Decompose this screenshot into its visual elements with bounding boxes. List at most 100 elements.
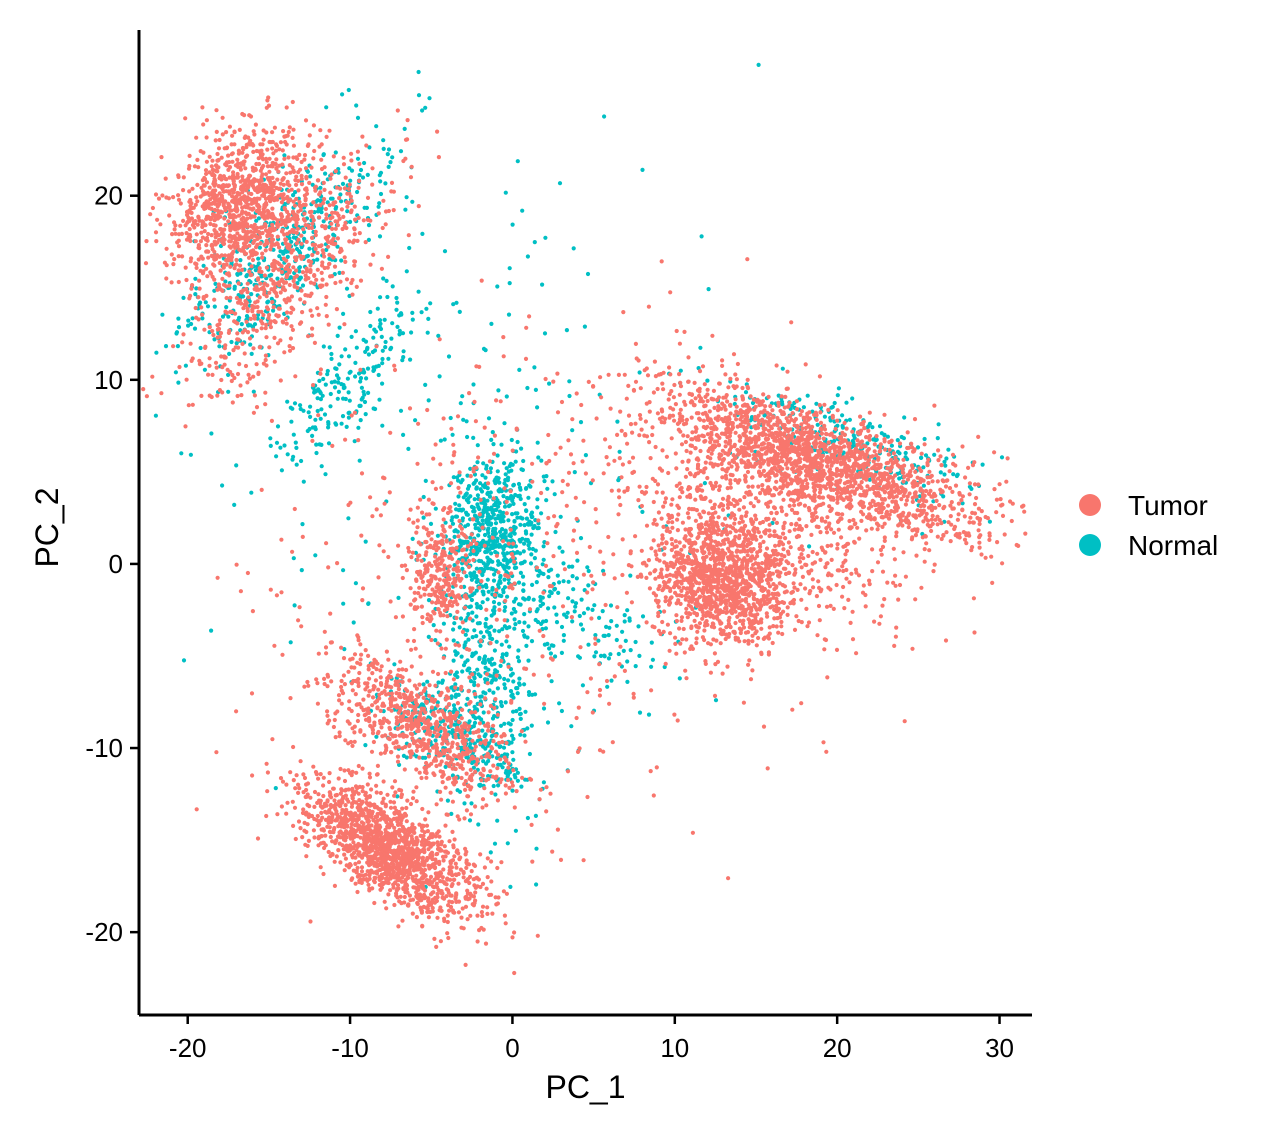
data-point-tumor: [195, 157, 200, 162]
data-point-normal: [535, 405, 540, 410]
data-point-normal: [408, 357, 413, 362]
data-point-normal: [514, 709, 519, 714]
data-point-normal: [530, 546, 536, 552]
data-point-tumor: [254, 229, 259, 234]
data-point-normal: [517, 537, 522, 543]
data-point-tumor: [278, 290, 283, 295]
data-point-tumor: [166, 196, 171, 201]
data-point-tumor: [263, 248, 268, 253]
data-point-normal: [472, 682, 477, 688]
data-point-tumor: [324, 314, 329, 319]
data-point-normal: [487, 538, 492, 544]
data-point-tumor: [258, 225, 263, 230]
data-point-normal: [492, 841, 498, 846]
data-point-normal: [398, 408, 404, 413]
data-point-normal: [492, 572, 497, 577]
data-point-normal: [325, 372, 330, 377]
data-point-tumor: [279, 804, 284, 809]
data-point-normal: [458, 543, 463, 548]
data-point-normal: [628, 648, 633, 653]
data-point-normal: [468, 552, 473, 557]
data-point-normal: [518, 716, 523, 722]
data-point-tumor: [272, 281, 277, 287]
data-point-normal: [163, 344, 169, 349]
data-point-normal: [452, 563, 457, 568]
data-point-tumor: [319, 157, 324, 162]
data-point-tumor: [368, 262, 373, 267]
data-point-normal: [561, 561, 566, 566]
data-point-tumor: [237, 263, 243, 268]
data-point-normal: [409, 330, 414, 335]
data-point-normal: [487, 547, 492, 552]
data-point-normal: [489, 733, 494, 739]
data-point-tumor: [312, 835, 317, 840]
data-point-normal: [536, 455, 541, 460]
data-point-normal: [268, 443, 273, 448]
data-point-tumor: [294, 182, 299, 187]
data-point-tumor: [193, 261, 198, 266]
data-point-normal: [483, 564, 488, 569]
data-point-tumor: [445, 919, 450, 925]
data-point-tumor: [189, 256, 194, 261]
data-point-normal: [480, 473, 485, 478]
data-point-normal: [516, 481, 522, 487]
data-point-normal: [554, 620, 560, 625]
data-point-normal: [351, 620, 356, 625]
data-point-tumor: [369, 814, 374, 820]
data-point-tumor: [295, 226, 300, 231]
data-point-normal: [495, 818, 500, 823]
data-point-normal: [520, 516, 525, 521]
data-point-tumor: [267, 290, 272, 295]
data-point-normal: [502, 608, 507, 613]
data-point-tumor: [327, 203, 332, 208]
data-point-normal: [376, 204, 381, 209]
data-point-tumor: [259, 326, 264, 331]
data-point-tumor: [171, 195, 176, 200]
data-point-tumor: [232, 319, 237, 324]
data-point-tumor: [347, 191, 352, 196]
data-point-normal: [288, 275, 293, 280]
data-point-normal: [510, 750, 515, 755]
data-point-tumor: [247, 336, 253, 341]
data-point-normal: [421, 515, 426, 520]
data-point-tumor: [287, 268, 292, 273]
data-point-normal: [481, 569, 486, 574]
data-point-normal: [341, 311, 346, 316]
data-point-tumor: [284, 300, 289, 305]
data-point-normal: [533, 387, 539, 392]
data-point-normal: [390, 284, 395, 289]
data-point-normal: [499, 593, 504, 599]
data-point-normal: [919, 455, 924, 460]
data-point-normal: [525, 815, 531, 821]
data-point-tumor: [155, 217, 160, 222]
data-point-normal: [646, 712, 652, 717]
data-point-tumor: [254, 161, 259, 167]
data-point-normal: [923, 453, 929, 458]
data-point-normal: [478, 487, 483, 492]
data-point-normal: [488, 490, 493, 495]
data-point-tumor: [210, 212, 216, 217]
data-point-normal: [623, 638, 628, 644]
data-point-normal: [502, 481, 507, 486]
data-point-tumor: [275, 222, 280, 227]
data-point-tumor: [280, 319, 285, 324]
data-point-tumor: [254, 284, 259, 289]
data-point-normal: [384, 278, 389, 283]
data-point-normal: [535, 497, 540, 502]
data-point-normal: [458, 480, 464, 485]
data-point-normal: [483, 677, 488, 682]
data-point-tumor: [153, 230, 159, 235]
data-point-tumor: [291, 169, 296, 174]
data-point-normal: [474, 601, 479, 607]
data-point-normal: [877, 424, 883, 429]
data-point-tumor: [329, 221, 334, 226]
data-point-tumor: [376, 806, 381, 811]
data-point-normal: [523, 709, 528, 714]
data-point-normal: [485, 491, 490, 496]
data-point-tumor: [435, 831, 440, 836]
data-point-normal: [505, 594, 510, 599]
data-point-tumor: [283, 237, 288, 242]
data-point-tumor: [246, 255, 252, 260]
data-point-normal: [471, 509, 476, 514]
data-point-normal: [373, 406, 378, 412]
